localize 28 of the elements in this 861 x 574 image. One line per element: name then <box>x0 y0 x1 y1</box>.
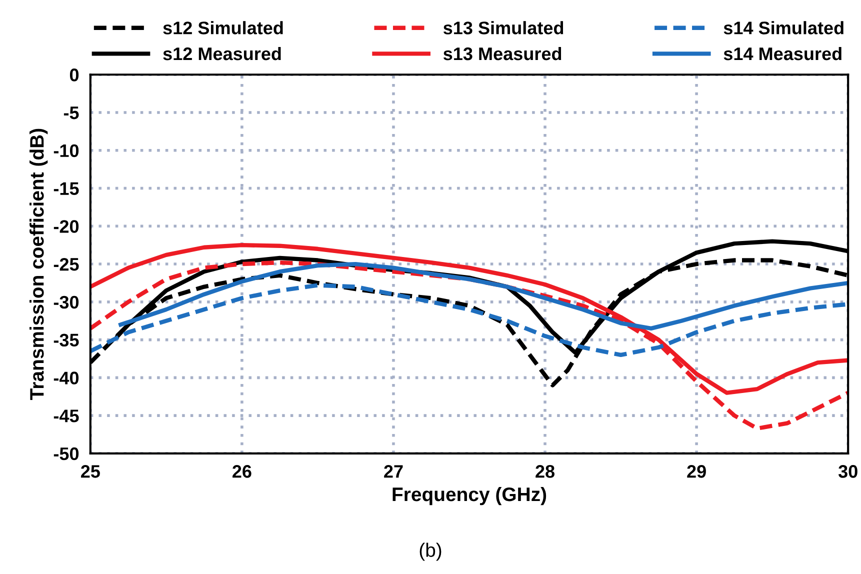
y-axis-title: Transmission coefficient (dB) <box>30 128 48 400</box>
legend-label: s13 Measured <box>443 46 562 60</box>
legend-label: s13 Simulated <box>443 21 564 34</box>
y-tick-label: -50 <box>54 447 79 460</box>
y-tick-label: -40 <box>54 372 79 384</box>
x-tick-label: 29 <box>687 465 706 478</box>
text: (b) <box>420 542 442 561</box>
x-tick-label: 27 <box>384 465 403 478</box>
y-tick-label: -25 <box>54 258 79 271</box>
y-tick-label: -15 <box>54 182 79 195</box>
y-tick-label: -45 <box>54 410 79 422</box>
legend-label: s12 Simulated <box>163 21 283 34</box>
x-tick-label: 28 <box>536 465 554 478</box>
y-tick-label: -30 <box>54 296 79 309</box>
y-tick-label: -35 <box>54 334 79 347</box>
x-tick-label: 25 <box>80 465 100 478</box>
y-tick-label: -20 <box>54 220 79 233</box>
y-tick-label: -5 <box>64 106 79 120</box>
legend-label: s14 Simulated <box>724 21 844 34</box>
x-axis-title: Frequency (GHz) <box>392 486 546 506</box>
y-tick-label: -10 <box>54 144 79 158</box>
legend-label: s12 Measured <box>163 46 281 60</box>
x-tick-label: 30 <box>838 465 858 478</box>
line-series <box>118 262 848 331</box>
x-tick-label: 26 <box>232 465 252 478</box>
y-tick-label: 0 <box>70 68 79 82</box>
line-series <box>90 283 848 358</box>
legend-label: s14 Measured <box>724 46 842 60</box>
